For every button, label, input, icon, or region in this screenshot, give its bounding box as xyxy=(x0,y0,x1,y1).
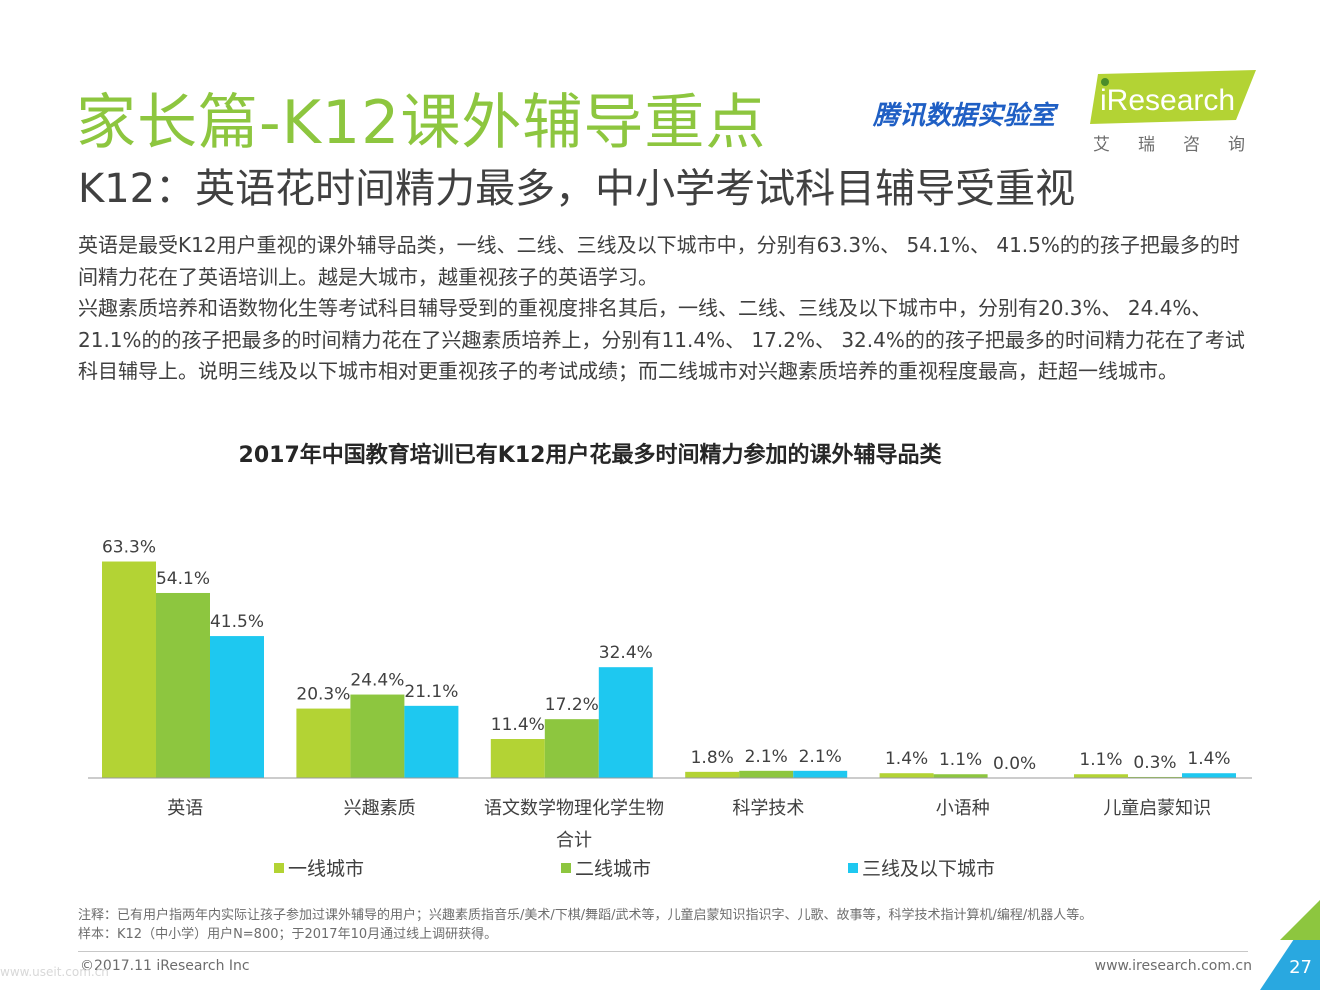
iresearch-logo: iResearch xyxy=(1090,70,1256,124)
bar xyxy=(933,774,988,778)
data-label: 0.0% xyxy=(993,754,1036,774)
data-label: 41.5% xyxy=(210,612,264,632)
legend-item-tier2: 二线城市 xyxy=(561,854,651,881)
bar xyxy=(404,705,459,778)
data-label: 11.4% xyxy=(491,715,545,735)
bar xyxy=(296,708,351,778)
legend-item-tier3: 三线及以下城市 xyxy=(848,854,995,881)
data-label: 21.1% xyxy=(404,682,458,702)
footer-divider xyxy=(78,951,1248,952)
legend-swatch-tier2 xyxy=(561,862,571,873)
bar xyxy=(685,771,740,778)
description: 英语是最受K12用户重视的课外辅导品类，一线、二线、三线及以下城市中，分别有63… xyxy=(78,230,1258,388)
tencent-logo: 腾讯数据实验室 xyxy=(873,101,1056,131)
bar xyxy=(739,770,794,778)
data-label: 63.3% xyxy=(102,538,156,558)
corner-decoration xyxy=(1260,900,1320,990)
bar xyxy=(793,770,848,778)
iresearch-logo-text: iResearch xyxy=(1100,84,1235,117)
bar xyxy=(1074,774,1128,778)
category-label: 合计 xyxy=(556,830,592,851)
legend-swatch-tier3 xyxy=(848,862,858,873)
bar xyxy=(598,667,653,778)
category-label: 小语种 xyxy=(936,798,990,819)
bar xyxy=(210,636,264,778)
data-label: 1.4% xyxy=(1187,749,1230,769)
bar xyxy=(156,592,210,778)
data-label: 0.3% xyxy=(1133,753,1176,773)
data-label: 24.4% xyxy=(350,671,404,691)
page-title: 家长篇-K12课外辅导重点 xyxy=(76,88,767,158)
chart-title: 2017年中国教育培训已有K12用户花最多时间精力参加的课外辅导品类 xyxy=(238,443,942,468)
data-label: 2.1% xyxy=(745,747,788,767)
bar xyxy=(350,694,405,778)
data-label: 54.1% xyxy=(156,569,210,589)
watermark: www.useit.com.cn xyxy=(0,965,109,979)
category-label: 兴趣素质 xyxy=(344,798,416,819)
sample-text: 样本：K12（中小学）用户N=800；于2017年10月通过线上调研获得。 xyxy=(78,927,498,942)
description-paragraph-1: 英语是最受K12用户重视的课外辅导品类，一线、二线、三线及以下城市中，分别有63… xyxy=(78,233,1240,289)
note-text: 注释：已有用户指两年内实际让孩子参加过课外辅导的用户；兴趣素质指音乐/美术/下棋… xyxy=(78,908,1093,923)
bar xyxy=(490,739,545,778)
data-label: 1.1% xyxy=(1079,750,1122,770)
category-label: 科学技术 xyxy=(732,798,804,819)
data-label: 1.4% xyxy=(885,749,928,769)
website-link[interactable]: www.iresearch.com.cn xyxy=(1094,958,1252,974)
page-subtitle: K12：英语花时间精力最多，中小学考试科目辅导受重视 xyxy=(78,166,1076,212)
legend-item-tier1: 一线城市 xyxy=(274,854,364,881)
legend-label-tier1: 一线城市 xyxy=(288,858,365,880)
legend-label-tier2: 二线城市 xyxy=(575,858,652,880)
data-label: 32.4% xyxy=(599,643,653,663)
bar xyxy=(879,773,934,778)
legend-label-tier3: 三线及以下城市 xyxy=(862,858,996,880)
category-label: 儿童启蒙知识 xyxy=(1103,798,1211,819)
bar xyxy=(1128,776,1182,778)
data-label: 2.1% xyxy=(799,747,842,767)
data-label: 20.3% xyxy=(296,685,350,705)
description-paragraph-2: 兴趣素质培养和语数物化生等考试科目辅导受到的重视度排名其后，一线、二线、三线及以… xyxy=(78,296,1245,383)
iresearch-cn-name: 艾瑞咨询 xyxy=(1093,135,1273,155)
bar xyxy=(1182,773,1236,778)
bar xyxy=(544,719,599,778)
data-label: 1.1% xyxy=(939,750,982,770)
copyright: ©2017.11 iResearch Inc xyxy=(80,958,250,974)
page-number: 27 xyxy=(1289,957,1312,978)
notes: 注释：已有用户指两年内实际让孩子参加过课外辅导的用户；兴趣素质指音乐/美术/下棋… xyxy=(78,906,1092,944)
legend-swatch-tier1 xyxy=(274,862,284,873)
category-label: 语文数学物理化学生物 xyxy=(484,798,664,819)
data-label: 17.2% xyxy=(545,695,599,715)
category-label: 英语 xyxy=(167,798,203,819)
bar xyxy=(102,561,156,778)
data-label: 1.8% xyxy=(691,748,734,768)
